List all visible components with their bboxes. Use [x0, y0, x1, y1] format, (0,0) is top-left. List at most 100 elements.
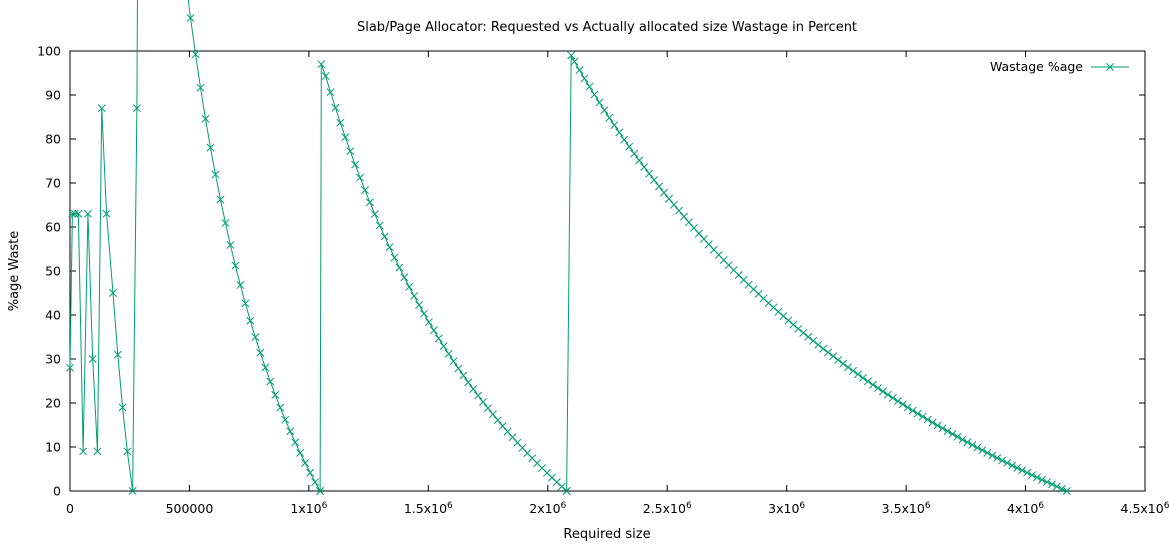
data-point-marker — [918, 412, 927, 421]
data-point-marker — [201, 114, 210, 123]
data-point-marker — [271, 390, 280, 399]
x-tick-exponent: 6 — [925, 501, 931, 511]
x-axis-label: Required size — [563, 527, 650, 542]
data-point-marker — [66, 363, 74, 372]
data-point-marker — [562, 487, 571, 495]
data-point-marker — [79, 447, 88, 456]
data-point-marker — [854, 370, 862, 379]
y-axis: 0 10 20 30 40 50 60 70 80 90 100 — [37, 44, 1145, 499]
chart-title: Slab/Page Allocator: Requested vs Actual… — [357, 20, 857, 35]
legend-x-marker — [1106, 63, 1114, 71]
data-point-marker — [241, 299, 250, 308]
data-point-marker — [186, 14, 195, 22]
data-point-marker — [493, 416, 502, 425]
x-tick-label: 1.5x106 — [404, 501, 453, 516]
y-tick-label: 10 — [45, 440, 61, 455]
data-point-marker — [943, 427, 952, 436]
data-point-marker — [321, 72, 330, 81]
legend-marker-x — [1106, 63, 1114, 71]
x-tick-exponent: 6 — [1038, 501, 1044, 511]
data-point-marker — [479, 397, 487, 406]
data-point-marker — [1008, 461, 1017, 470]
data-point-marker — [650, 176, 659, 185]
data-point-marker — [356, 173, 364, 182]
data-point-marker — [331, 103, 340, 112]
data-point-marker — [301, 459, 310, 467]
data-point-marker — [326, 88, 335, 97]
data-point-marker — [635, 156, 644, 165]
data-point-marker — [1018, 466, 1027, 475]
x-tick-label: 2.5x106 — [643, 501, 692, 516]
data-point-marker — [844, 363, 853, 372]
data-point-marker — [464, 378, 473, 387]
data-point-marker — [600, 106, 609, 115]
data-point-marker — [580, 74, 589, 83]
y-tick-label: 30 — [45, 352, 61, 367]
data-point-marker — [429, 326, 438, 335]
data-point-marker — [434, 334, 443, 343]
x-tick-exponent: 6 — [1164, 501, 1169, 511]
data-point-marker — [679, 212, 688, 221]
y-tick-label: 60 — [45, 220, 61, 235]
data-point-marker — [814, 340, 823, 349]
series-line — [69, 0, 1068, 493]
x-tick-label: 4x106 — [1007, 501, 1044, 516]
data-point-marker — [660, 188, 669, 197]
data-point-marker — [400, 273, 409, 282]
data-point-marker — [474, 391, 483, 400]
data-point-marker — [670, 200, 678, 209]
data-point-marker — [953, 432, 962, 441]
data-point-marker — [839, 359, 848, 368]
data-point-marker — [1023, 468, 1032, 477]
data-point-marker — [1052, 482, 1061, 491]
data-point-marker — [903, 403, 912, 412]
y-tick-label: 0 — [53, 484, 61, 499]
data-point-marker — [449, 357, 458, 366]
data-point-marker — [221, 218, 230, 227]
y-tick-label: 90 — [45, 88, 61, 103]
x-tick-exponent: 6 — [799, 501, 805, 511]
data-point-marker — [923, 415, 932, 424]
data-point-marker — [913, 409, 922, 418]
data-point-marker — [1003, 459, 1012, 467]
data-point-marker — [132, 104, 141, 113]
data-point-marker — [361, 186, 369, 195]
data-point-marker — [928, 418, 937, 427]
data-point-marker — [978, 446, 987, 455]
data-point-marker — [246, 316, 255, 325]
data-point-marker — [819, 344, 828, 353]
series-wastage — [66, 0, 1071, 495]
data-point-marker — [804, 332, 813, 341]
data-point-marker — [575, 66, 584, 75]
data-point-marker — [102, 209, 111, 218]
data-point-marker — [336, 118, 345, 127]
data-point-marker — [595, 98, 604, 107]
data-point-marker — [665, 194, 673, 203]
data-point-marker — [211, 170, 220, 179]
data-point-marker — [864, 377, 872, 386]
plot-frame — [69, 50, 1146, 492]
data-point-marker — [370, 210, 379, 219]
data-point-marker — [405, 282, 414, 291]
data-point-marker — [859, 373, 867, 382]
data-point-marker — [834, 356, 843, 364]
data-point-marker — [439, 342, 448, 351]
data-point-marker — [630, 149, 639, 158]
y-tick-label: 80 — [45, 132, 61, 147]
data-point-marker — [849, 366, 857, 375]
data-point-marker — [251, 333, 260, 342]
data-point-marker — [829, 352, 838, 361]
y-tick-label: 20 — [45, 396, 61, 411]
data-point-marker — [196, 83, 205, 92]
data-point-marker — [375, 221, 384, 230]
data-point-marker — [605, 113, 614, 122]
data-point-marker — [1013, 463, 1022, 472]
data-point-marker — [191, 50, 200, 59]
data-point-marker — [784, 316, 793, 325]
data-point-marker — [794, 324, 803, 333]
data-point-marker — [958, 435, 967, 444]
data-point-marker — [988, 451, 997, 460]
x-tick-exponent: 6 — [686, 501, 692, 511]
data-point-marker — [993, 454, 1002, 462]
data-point-marker — [888, 393, 897, 402]
